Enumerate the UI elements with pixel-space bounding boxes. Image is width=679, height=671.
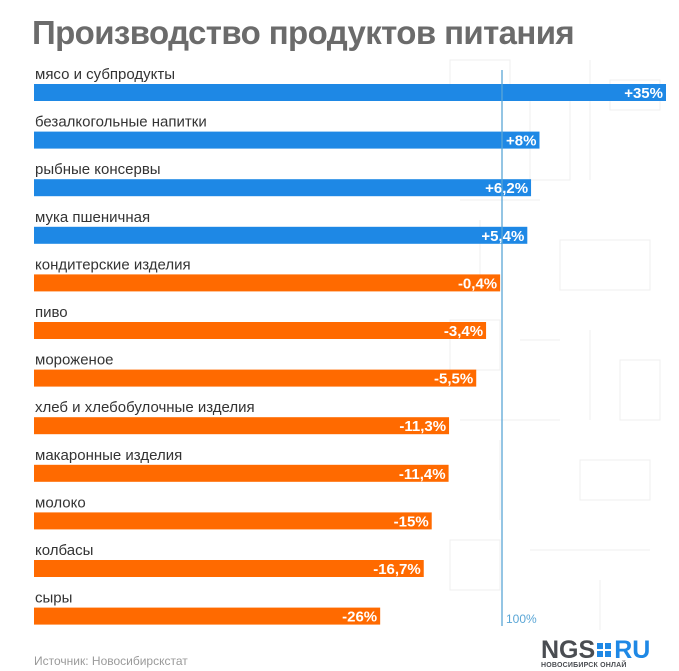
value-label: +35% <box>624 85 663 102</box>
bar <box>34 512 432 530</box>
category-label: кондитерские изделия <box>35 256 191 273</box>
category-label: сыры <box>35 590 72 607</box>
logo-subtitle: НОВОСИБИРСК ОНЛАЙ <box>541 662 627 669</box>
source-note: Источник: Новосибирскстат <box>34 654 188 668</box>
bar-row: рыбные консервы +6,2% <box>34 161 532 197</box>
value-label: -3,4% <box>444 323 483 340</box>
category-label: колбасы <box>35 542 93 559</box>
value-label: +5,4% <box>481 228 524 245</box>
bar-row: пиво -3,4% <box>34 304 487 340</box>
bar-row: молоко -15% <box>34 494 432 530</box>
bar-row: макаронные изделия -11,4% <box>34 447 449 483</box>
category-label: мясо и субпродукты <box>35 66 175 83</box>
bar <box>34 560 424 577</box>
value-label: -16,7% <box>373 561 421 578</box>
bar <box>34 417 450 435</box>
logo-square-icon <box>597 643 612 657</box>
value-label: -26% <box>342 609 377 626</box>
bar <box>34 322 487 339</box>
bar <box>34 274 501 292</box>
reference-line-label: 100% <box>506 612 537 626</box>
bar-row: мясо и субпродукты +35% <box>34 66 666 102</box>
category-label: мука пшеничная <box>35 209 150 226</box>
value-label: -11,3% <box>399 418 446 435</box>
value-label: -15% <box>394 513 429 530</box>
bar-row: мороженое -5,5% <box>34 352 477 388</box>
chart-title: Производство продуктов питания <box>32 14 575 51</box>
value-label: -0,4% <box>458 275 497 292</box>
bar <box>34 369 477 387</box>
logo-wordmark: NGS RU <box>541 638 650 663</box>
bar <box>34 226 528 244</box>
category-label: пиво <box>35 304 68 321</box>
ngs-logo: NGS RU НОВОСИБИРСК ОНЛАЙ <box>541 638 667 671</box>
category-label: безалкогольные напитки <box>35 114 207 131</box>
bar-row: хлеб и хлебобулочные изделия -11,3% <box>34 399 450 435</box>
bar <box>34 84 666 101</box>
bar-row: мука пшеничная +5,4% <box>34 209 528 245</box>
bar <box>34 464 449 482</box>
value-label: +6,2% <box>485 180 528 197</box>
bar-row: кондитерские изделия -0,4% <box>34 256 501 292</box>
category-label: молоко <box>35 494 86 511</box>
value-label: +8% <box>506 133 536 150</box>
category-label: рыбные консервы <box>35 161 161 178</box>
bar <box>34 607 381 625</box>
category-label: мороженое <box>35 352 114 369</box>
bar <box>34 179 532 197</box>
logo-ru-text: RU <box>614 636 651 664</box>
bar-row: колбасы -16,7% <box>34 542 424 578</box>
category-label: макаронные изделия <box>35 447 182 464</box>
value-label: -11,4% <box>399 466 446 483</box>
logo-ngs-text: NGS <box>541 636 596 664</box>
bars: мясо и субпродукты +35% безалкогольные нап… <box>34 66 666 626</box>
bar-row: безалкогольные напитки +8% <box>34 114 540 150</box>
value-label: -5,5% <box>434 371 473 388</box>
bar <box>34 131 540 149</box>
category-label: хлеб и хлебобулочные изделия <box>35 399 255 416</box>
bar-row: сыры -26% <box>34 590 381 626</box>
